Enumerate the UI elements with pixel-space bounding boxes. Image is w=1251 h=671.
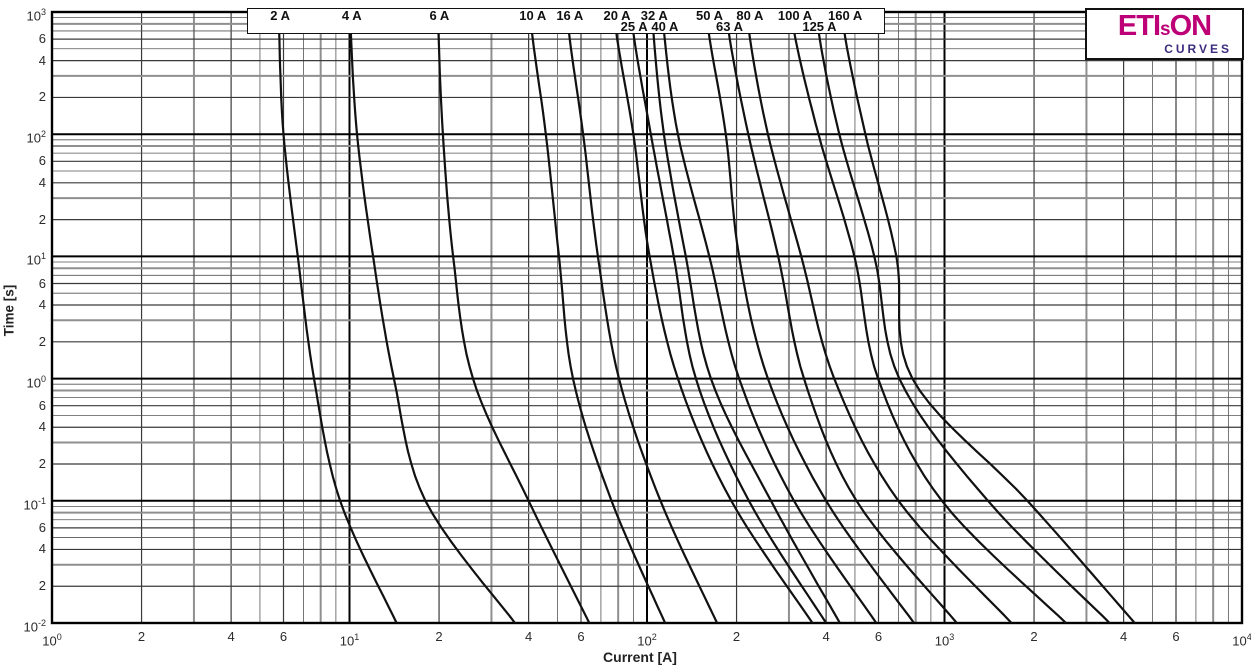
x-tick-label: 2 [435, 629, 443, 644]
x-axis-title: Current [A] [603, 649, 677, 665]
x-tick-label: 6 [874, 629, 883, 644]
x-tick-label: 2 [1030, 629, 1038, 644]
y-tick-label: 103 [26, 7, 46, 24]
y-tick-label: 10-2 [23, 618, 46, 635]
y-tick-label: 6 [38, 397, 46, 413]
x-tick-label: 104 [1232, 632, 1251, 649]
x-tick-label: 101 [339, 632, 360, 649]
y-tick-label: 6 [38, 31, 46, 47]
curve-label-160A: 160 A [828, 8, 863, 23]
logo-wordmark: ETIsON [1087, 11, 1242, 45]
y-tick-label: 100 [26, 373, 46, 390]
y-tick-label: 2 [38, 333, 46, 349]
logo-text-pre: ETI [1117, 10, 1161, 42]
curve-100A [790, 12, 1067, 623]
y-tick-label: 6 [38, 519, 46, 535]
curve-125A [815, 12, 1111, 623]
x-tick-label: 6 [279, 629, 288, 644]
curve-label-4A: 4 A [341, 8, 362, 23]
curve-10A [529, 12, 667, 623]
curve-label-2A: 2 A [270, 8, 290, 23]
logo-text-post: ON [1169, 10, 1212, 42]
x-tick-label: 103 [934, 632, 955, 649]
y-tick-label: 4 [38, 297, 46, 313]
curve-label-32A: 32 A [640, 8, 668, 23]
curve-160A [841, 12, 1136, 623]
curve-label-100A: 100 A [777, 8, 813, 23]
y-axis-title: Time [s] [1, 284, 17, 337]
x-tick-label: 100 [42, 632, 62, 649]
curve-label-25A: 25 A [620, 19, 648, 34]
curve-label-80A: 80 A [736, 8, 764, 23]
curve-label-6A: 6 A [429, 8, 450, 23]
x-tick-label: 4 [1119, 629, 1128, 644]
x-tick-label: 4 [227, 629, 235, 644]
curve-label-10A: 10 A [519, 8, 547, 23]
x-tick-label: 2 [732, 629, 741, 644]
logo-text-s: s [1160, 19, 1171, 40]
curve-label-40A: 40 A [651, 19, 679, 34]
y-tick-label: 4 [38, 52, 46, 68]
curves [277, 12, 1136, 623]
x-tick-label: 4 [524, 629, 533, 644]
x-tick-label: 6 [1172, 629, 1180, 644]
y-tick-label: 6 [38, 275, 46, 291]
x-tick-label: 102 [637, 632, 657, 649]
y-tick-label: 4 [38, 419, 46, 435]
x-tick-label: 4 [822, 629, 830, 644]
y-tick-label: 2 [38, 578, 46, 594]
curve-label-16A: 16 A [556, 8, 584, 23]
curve-6A [436, 12, 591, 623]
y-tick-label: 10-1 [23, 495, 46, 513]
curve-label-125A: 125 A [802, 19, 837, 34]
curve-label-50A: 50 A [696, 8, 724, 23]
x-tick-label: 6 [577, 629, 585, 644]
y-tick-label: 6 [38, 153, 46, 169]
curve-label-63A: 63 A [716, 19, 744, 34]
x-tick-label: 2 [137, 629, 146, 644]
y-tick-label: 4 [38, 541, 46, 557]
y-tick-label: 2 [38, 89, 46, 105]
curve-2A [277, 12, 398, 623]
y-tick-label: 4 [38, 174, 46, 190]
y-tick-label: 101 [26, 251, 46, 268]
y-tick-label: 2 [38, 456, 46, 471]
curve-4A [349, 12, 516, 623]
y-tick-label: 2 [38, 211, 46, 227]
y-tick-label: 102 [26, 129, 46, 146]
curve-label-20A: 20 A [603, 8, 631, 23]
brand-logo: ETIsON CURVES [1085, 8, 1244, 60]
grid [51, 11, 1243, 624]
curve-label-box: 2 A 4 A 6 A 10 A 16 A 20 A 25 A 32 A 40 A 50 A 63 … [247, 8, 885, 34]
logo-subtitle: CURVES [1164, 42, 1232, 56]
